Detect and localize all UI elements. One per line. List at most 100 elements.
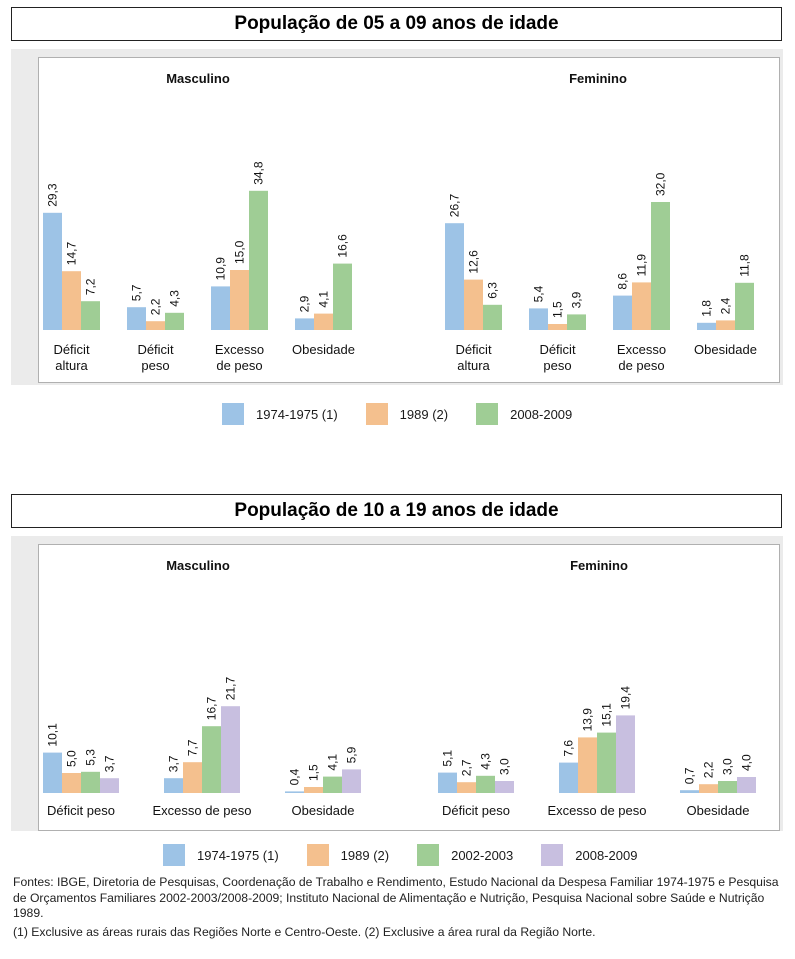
chart1-legend-item-0: 1974-1975 (1): [222, 403, 338, 425]
chart1-category-label-1-1: Déficit: [539, 342, 576, 357]
chart1-value-label-1-3-1: 2,4: [719, 297, 733, 314]
chart2-bar-1-0-0: [438, 772, 457, 793]
chart1-bar-0-1-2: [165, 312, 184, 330]
chart1-value-label-0-2-0: 10,9: [214, 257, 228, 281]
chart2-bar-1-2-1: [699, 784, 718, 793]
chart2-bar-0-0-3: [100, 778, 119, 793]
chart1-bar-1-3-0: [697, 322, 716, 330]
chart1-value-label-0-2-1: 15,0: [233, 240, 247, 264]
chart1-group-title-1: Feminino: [569, 71, 627, 86]
chart2-category-label-0-2: Obesidade: [292, 803, 355, 818]
footnotes: (1) Exclusive as áreas rurais das Regiõe…: [13, 924, 596, 939]
chart1-group-title-0: Masculino: [166, 71, 230, 86]
chart2-value-label-1-2-1: 2,2: [702, 761, 716, 778]
chart2-group-title-0: Masculino: [166, 558, 230, 573]
chart1-panel: Masculino 29,3 14,7 7,2 Déficit altura 5,7 2,2 4…: [11, 49, 783, 385]
chart1-title: População de 05 a 09 anos de idade: [11, 7, 782, 41]
chart1-category-label-0-1: peso: [141, 358, 169, 373]
chart2-bar-1-0-3: [495, 781, 514, 793]
chart1-value-label-0-3-2: 16,6: [336, 234, 350, 258]
chart2-value-label-0-1-2: 16,7: [205, 697, 219, 721]
chart1-bar-1-2-2: [651, 202, 670, 330]
chart1-bar-0-0-0: [43, 212, 62, 330]
chart1-bar-1-0-2: [483, 304, 502, 330]
chart1-category-label-1-2: Excesso: [617, 342, 666, 357]
chart1-value-label-1-1-0: 5,4: [532, 285, 546, 302]
legend-swatch: [222, 403, 244, 425]
legend-swatch: [417, 844, 440, 866]
chart2-value-label-1-2-3: 4,0: [740, 754, 754, 771]
chart1-bar-0-0-2: [81, 301, 100, 330]
chart2-value-label-0-1-0: 3,7: [167, 755, 181, 772]
chart2-value-label-1-2-2: 3,0: [721, 758, 735, 775]
chart2-value-label-0-1-3: 21,7: [224, 677, 238, 701]
chart1-category-label-1-0: altura: [457, 358, 490, 373]
chart1-category-label-1-3: Obesidade: [694, 342, 757, 357]
chart2-value-label-1-0-0: 5,1: [441, 750, 455, 767]
chart1-category-label-1-1: peso: [543, 358, 571, 373]
chart1-bar-0-3-2: [333, 263, 352, 330]
chart2-value-label-0-0-2: 5,3: [84, 749, 98, 766]
chart1-bar-0-0-1: [62, 271, 81, 330]
chart1-bar-1-2-1: [632, 282, 651, 330]
chart1-value-label-1-0-1: 12,6: [467, 250, 481, 274]
chart2-category-label-0-0: Déficit peso: [47, 803, 115, 818]
chart2-bar-1-2-3: [737, 777, 756, 793]
legend-label: 1989 (2): [399, 406, 449, 422]
chart1-category-label-0-0: altura: [55, 358, 88, 373]
chart1-category-label-1-2: de peso: [618, 358, 664, 373]
chart1-bar-0-1-1: [146, 321, 165, 330]
chart2-bar-0-0-2: [81, 771, 100, 793]
chart1-value-label-1-1-2: 3,9: [570, 291, 584, 308]
chart2-bar-1-1-0: [559, 762, 578, 793]
chart1-value-label-0-2-2: 34,8: [252, 161, 266, 185]
chart2-value-label-1-0-1: 2,7: [460, 759, 474, 776]
chart1-value-label-0-1-0: 5,7: [130, 284, 144, 301]
chart1-bar-1-0-1: [464, 279, 483, 330]
chart2-value-label-0-0-1: 5,0: [65, 750, 79, 767]
legend-label: 2002-2003: [451, 847, 514, 863]
chart1-category-label-1-0: Déficit: [455, 342, 492, 357]
chart1-bar-1-1-0: [529, 308, 548, 330]
legend-label: 1974-1975 (1): [256, 406, 338, 422]
chart2-value-label-1-2-0: 0,7: [683, 767, 697, 784]
chart1-category-label-0-3: Obesidade: [292, 342, 355, 357]
legend-swatch: [365, 403, 388, 425]
chart1-bar-1-0-0: [445, 223, 464, 330]
chart2-legend-item-1: 1989 (2): [306, 844, 389, 866]
chart2-bar-0-1-2: [202, 726, 221, 793]
chart2-value-label-0-2-1: 1,5: [307, 764, 321, 781]
chart1-category-label-0-2: de peso: [216, 358, 262, 373]
chart2-bar-1-2-2: [718, 781, 737, 793]
chart2-bar-0-2-1: [304, 787, 323, 793]
chart2-category-label-1-2: Obesidade: [687, 803, 750, 818]
legend-swatch: [476, 403, 499, 425]
chart1-bar-0-1-0: [127, 307, 146, 330]
chart2-bar-0-2-3: [342, 769, 361, 793]
chart1-value-label-0-3-1: 4,1: [317, 291, 331, 308]
chart2-group-title-1: Feminino: [570, 558, 628, 573]
chart2-legend-item-3: 2008-2009: [541, 844, 637, 866]
chart1-value-label-0-0-2: 7,2: [84, 278, 98, 295]
chart2-bar-0-1-3: [221, 706, 240, 793]
chart1-bar-1-1-1: [548, 324, 567, 330]
chart2-bar-0-1-1: [183, 762, 202, 793]
chart2-bar-1-1-1: [578, 737, 597, 793]
chart1-value-label-0-0-1: 14,7: [65, 242, 79, 266]
chart2-value-label-0-2-0: 0,4: [288, 768, 302, 785]
chart1-value-label-1-2-1: 11,9: [635, 254, 649, 277]
chart1-value-label-0-1-1: 2,2: [149, 298, 163, 315]
chart2-legend-item-2: 2002-2003: [417, 844, 513, 866]
legend-swatch: [306, 844, 329, 866]
chart1-value-label-1-3-2: 11,8: [738, 254, 752, 277]
chart2-bar-0-2-0: [285, 791, 304, 793]
chart2-bar-1-1-3: [616, 715, 635, 793]
legend-label: 1974-1975 (1): [197, 847, 279, 863]
chart2-value-label-0-0-0: 10,1: [46, 723, 60, 747]
chart2-value-label-1-1-1: 13,9: [581, 708, 595, 732]
chart2-category-label-0-1: Excesso de peso: [152, 803, 251, 818]
chart1-bar-0-2-0: [211, 286, 230, 330]
chart1-value-label-0-3-0: 2,9: [298, 295, 312, 312]
legend-swatch: [163, 844, 185, 866]
chart1-bar-1-3-1: [716, 320, 735, 330]
